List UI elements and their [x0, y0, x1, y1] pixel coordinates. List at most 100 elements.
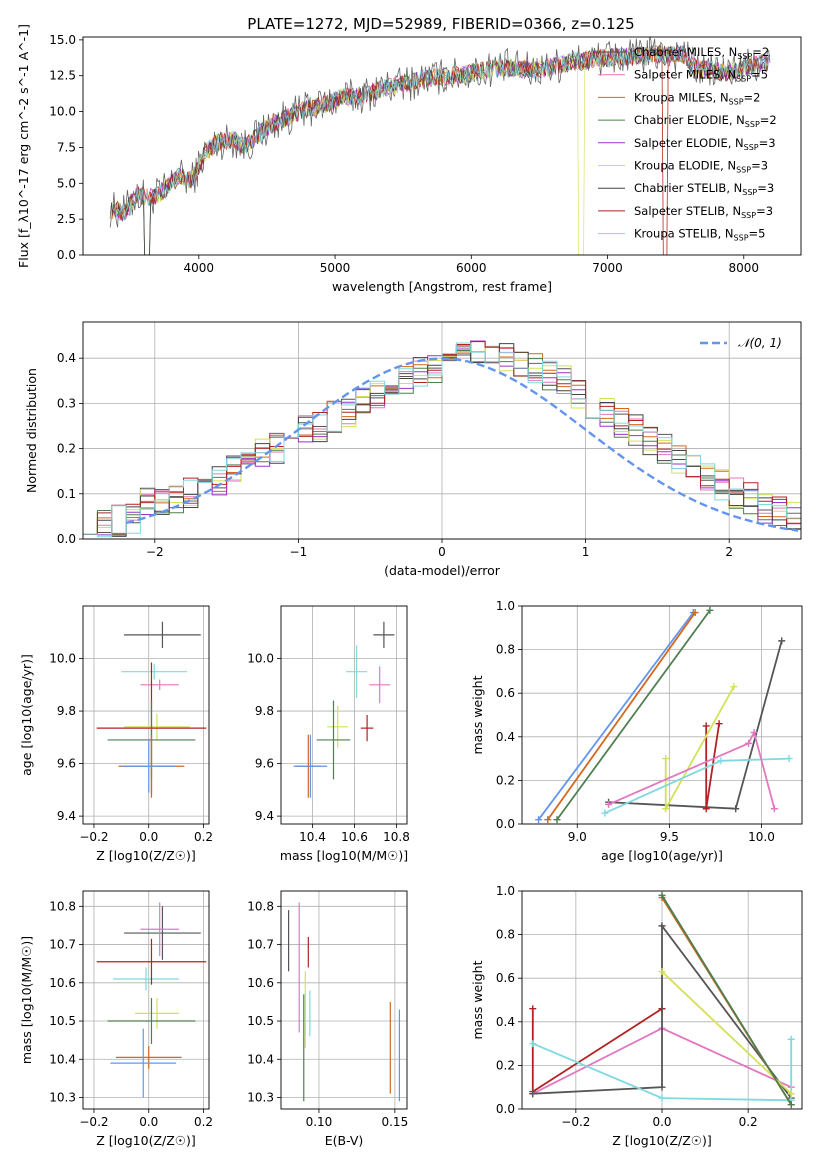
weight-marker-3-2	[778, 637, 786, 645]
plot-area	[535, 606, 793, 824]
y-axis-label: mass [log10(M/M☉)]	[19, 936, 34, 1064]
y-axis-label: mass weight	[470, 960, 485, 1039]
x-tick-label: 0.0	[139, 1115, 158, 1129]
legend-entry: Salpeter MILES, NSSP=5	[634, 68, 768, 84]
figure-title: PLATE=1272, MJD=52989, FIBERID=0366, z=0…	[247, 15, 634, 33]
weight-marker-5-1	[662, 805, 670, 813]
x-axis-label: Z [log10(Z/Z☉)]	[96, 1133, 196, 1148]
legend-entry: Kroupa MILES, NSSP=2	[634, 90, 760, 106]
weight-marker-6-0	[658, 891, 666, 899]
legend-entry: Salpeter STELIB, NSSP=3	[634, 204, 773, 220]
weight-marker-5-1	[787, 1090, 795, 1098]
y-tick-label: 0.0	[496, 817, 515, 831]
y-tick-label: 0.4	[496, 730, 515, 744]
x-tick-label: 1	[582, 545, 590, 559]
x-tick-label: −0.2	[79, 830, 108, 844]
y-tick-label: 15.0	[49, 33, 76, 47]
mass-weight-vs-age-panel: 9.0 9.5 10.0 0.0 0.2 0.4 0.6 0.8 1.0 age [log10(a…	[470, 599, 803, 863]
y-tick-label: 2.5	[57, 212, 76, 226]
y-tick-label: 0.2	[496, 1058, 515, 1072]
weight-line-5	[661, 971, 792, 1095]
weight-marker-3-3	[787, 1035, 795, 1043]
weight-marker-0-0	[535, 816, 543, 824]
x-tick-label: 0.15	[381, 1115, 408, 1129]
weight-marker-6-1	[787, 1101, 795, 1109]
x-tick-label: 9.5	[660, 830, 679, 844]
y-tick-label: 0.8	[496, 928, 515, 942]
y-tick-label: 5.0	[57, 176, 76, 190]
y-tick-label: 9.4	[255, 809, 274, 823]
weight-marker-2-0	[553, 816, 561, 824]
y-tick-label: 0.0	[496, 1102, 515, 1116]
weight-marker-5-2	[730, 683, 738, 691]
weight-marker-4-0	[702, 722, 710, 730]
legend-entry: Chabrier STELIB, NSSP=3	[634, 181, 774, 197]
axes-frame	[521, 890, 803, 1110]
y-axis-label: mass weight	[470, 675, 485, 754]
weight-marker-3-1	[658, 1094, 666, 1102]
x-tick-label: 0.0	[652, 1115, 671, 1129]
axes-frame	[82, 605, 210, 825]
x-axis-label: Z [log10(Z/Z☉)]	[96, 848, 196, 863]
axes-frame	[280, 890, 408, 1110]
x-tick-label: −0.2	[79, 1115, 108, 1129]
x-axis-label: E(B-V)	[325, 1133, 364, 1148]
weight-marker-6-0	[601, 809, 609, 817]
y-tick-label: 10.5	[247, 1014, 274, 1028]
y-tick-label: 10.3	[49, 1091, 76, 1105]
weight-marker-3-0	[529, 1040, 537, 1048]
axes-frame	[521, 605, 803, 825]
weight-marker-3-1	[732, 805, 740, 813]
x-tick-label: 10.4	[299, 830, 326, 844]
legend-entry: Kroupa STELIB, NSSP=5	[634, 227, 765, 243]
y-tick-label: 10.0	[247, 652, 274, 666]
weight-line-6	[661, 894, 792, 1106]
y-tick-label: 0.4	[57, 351, 76, 365]
mass-weight-vs-metallicity-panel: −0.2 0.0 0.2 0.0 0.2 0.4 0.6 0.8 1.0 Z [log10(Z/Z…	[470, 884, 803, 1148]
residual-histogram-panel: −2 −1 0 1 2 0.0 0.1 0.2 0.3 0.4 (data-model)/error…	[24, 321, 802, 578]
y-tick-label: 0.6	[496, 686, 515, 700]
weight-line-2	[532, 923, 792, 1099]
axes-frame	[280, 605, 408, 825]
legend-entry: 𝒩(0, 1)	[738, 336, 782, 350]
legend-entry: Chabrier MILES, NSSP=2	[634, 45, 769, 61]
x-tick-label: 4000	[184, 261, 215, 275]
weight-marker-0-0	[529, 1005, 537, 1013]
y-tick-label: 0.2	[57, 442, 76, 456]
legend-entry: Salpeter ELODIE, NSSP=3	[634, 136, 776, 152]
y-tick-label: 10.6	[49, 976, 76, 990]
y-tick-label: 10.8	[49, 899, 76, 913]
weight-marker-2-1	[706, 606, 714, 614]
weight-line-5	[664, 686, 735, 813]
y-tick-label: 9.4	[57, 809, 76, 823]
x-tick-label: 5000	[320, 261, 351, 275]
y-tick-label: 0.1	[57, 487, 76, 501]
y-tick-label: 0.0	[57, 532, 76, 546]
x-axis-label: mass [log10(M/M☉)]	[280, 848, 408, 863]
weight-marker-7-1	[745, 739, 753, 747]
weight-marker-4-1	[702, 805, 710, 813]
x-tick-label: 7000	[592, 261, 623, 275]
x-tick-label: −1	[290, 545, 308, 559]
weight-marker-2-2	[658, 922, 666, 930]
y-tick-label: 0.8	[496, 643, 515, 657]
weight-marker-6-1	[717, 757, 725, 765]
x-axis-label: wavelength [Angstrom, rest frame]	[332, 279, 552, 294]
y-tick-label: 9.6	[255, 757, 274, 771]
y-tick-label: 10.7	[247, 938, 274, 952]
axes-frame	[82, 890, 210, 1110]
weight-line-0	[531, 1007, 663, 1094]
x-tick-label: 0.10	[306, 1115, 333, 1129]
plot-area	[529, 891, 795, 1109]
x-tick-label: −0.2	[561, 1115, 590, 1129]
x-tick-label: 0.2	[739, 1115, 758, 1129]
y-tick-label: 0.3	[57, 396, 76, 410]
spectrum-panel: 4000 5000 6000 7000 8000 0.0 2.5 5.0 7.5 10.0 12.5…	[16, 24, 802, 294]
histogram-line-8	[83, 342, 801, 538]
y-tick-label: 7.5	[57, 140, 76, 154]
x-tick-label: 10.6	[341, 830, 368, 844]
plot-area	[287, 902, 401, 1102]
plot-area	[109, 37, 771, 255]
weight-marker-7-0	[605, 800, 613, 808]
x-axis-label: age [log10(age/yr)]	[601, 848, 723, 863]
